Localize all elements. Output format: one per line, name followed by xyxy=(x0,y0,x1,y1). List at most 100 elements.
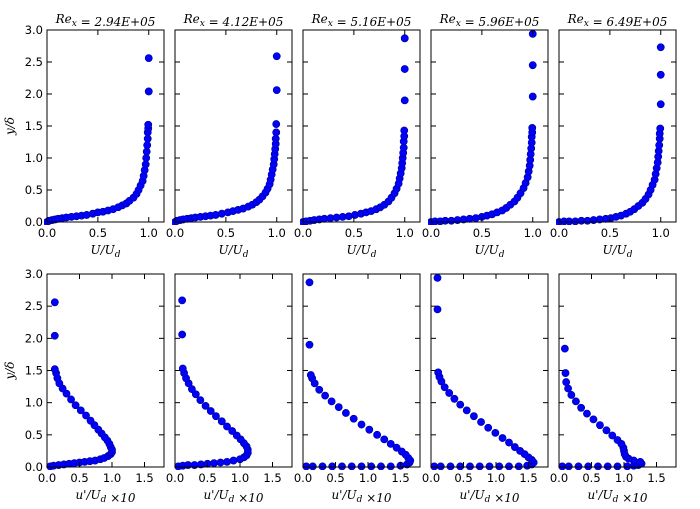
data-point xyxy=(305,278,314,287)
data-point xyxy=(475,462,484,470)
data-point xyxy=(636,457,645,466)
data-point xyxy=(142,154,151,162)
data-point xyxy=(321,391,329,400)
data-point xyxy=(377,462,385,470)
data-point xyxy=(178,364,187,373)
x-tick-label: 1.0 xyxy=(103,471,121,485)
data-point xyxy=(495,462,504,470)
data-point xyxy=(308,462,317,470)
data-point xyxy=(602,426,611,435)
data-point xyxy=(318,462,327,470)
data-points xyxy=(44,54,153,225)
data-point xyxy=(589,415,598,424)
data-point xyxy=(50,365,59,374)
panel-bottom-2: 0.0 0.5 1.0 1.5u'/Ud ×10 xyxy=(166,273,293,505)
x-axis-label: u'/Ud ×10 xyxy=(203,488,263,505)
data-point xyxy=(71,401,80,410)
data-point xyxy=(623,462,632,470)
x-tick-label: 1.0 xyxy=(231,471,249,485)
data-point xyxy=(433,273,442,282)
data-point xyxy=(446,462,455,470)
data-point xyxy=(562,378,571,386)
data-point xyxy=(400,126,409,135)
data-point xyxy=(228,427,237,435)
x-tick-label: 0.0 xyxy=(294,226,312,240)
data-point xyxy=(397,447,406,456)
data-point xyxy=(305,340,314,349)
x-axis-label: U/Ud xyxy=(602,243,632,260)
data-point xyxy=(365,425,374,434)
data-point xyxy=(67,395,75,404)
x-tick-label: 1.0 xyxy=(652,226,670,240)
data-point xyxy=(216,458,225,467)
data-point xyxy=(466,462,474,470)
y-axis-label: y/δ xyxy=(3,361,17,380)
data-point xyxy=(187,385,196,394)
data-point xyxy=(50,331,59,340)
data-point xyxy=(144,87,153,96)
data-point xyxy=(184,461,192,469)
data-point xyxy=(505,462,513,470)
y-tick-label: 3.0 xyxy=(25,23,43,37)
y-tick-label: 2.5 xyxy=(25,299,43,313)
data-point xyxy=(341,409,350,417)
x-tick-label: 1.0 xyxy=(396,226,414,240)
x-tick-label: 0.0 xyxy=(294,471,312,485)
y-tick-label: 0.5 xyxy=(25,428,43,442)
data-point xyxy=(436,462,445,470)
panel-top-3: 0.0 0.5 1.0 U/Ud Rex = 5.16E+05 xyxy=(294,12,421,260)
data-point xyxy=(223,422,231,431)
data-point xyxy=(485,462,494,470)
data-point xyxy=(498,434,507,442)
data-point xyxy=(564,384,572,393)
data-point xyxy=(347,462,356,470)
panel-title: Rex = 2.94E+05 xyxy=(55,12,156,29)
data-point xyxy=(306,371,315,379)
panel-title: Rex = 4.12E+05 xyxy=(183,12,284,29)
data-point xyxy=(560,344,569,353)
x-tick-label: 1.0 xyxy=(615,471,633,485)
data-point xyxy=(357,420,366,429)
data-point xyxy=(328,462,337,470)
data-point xyxy=(656,100,665,109)
data-point xyxy=(434,368,443,377)
x-tick-label: 0.0 xyxy=(166,471,184,485)
x-tick-label: 1.0 xyxy=(268,226,286,240)
x-tick-label: 0.5 xyxy=(326,471,344,485)
data-point xyxy=(656,70,665,79)
data-point xyxy=(86,416,95,425)
data-point xyxy=(430,462,439,470)
data-point xyxy=(367,462,376,470)
x-tick-label: 0.5 xyxy=(601,226,619,240)
data-point xyxy=(456,462,465,470)
data-point xyxy=(271,134,280,143)
data-point xyxy=(373,430,381,439)
x-tick-label: 1.5 xyxy=(647,471,665,485)
x-tick-label: 1.5 xyxy=(263,471,281,485)
y-tick-label: 1.0 xyxy=(25,151,43,165)
panel-bottom-4: 0.0 0.5 1.0 1.5u'/Ud ×10 xyxy=(422,273,549,505)
x-tick-label: 0.5 xyxy=(454,471,472,485)
data-point xyxy=(82,411,90,420)
data-points xyxy=(556,43,665,225)
x-tick-label: 0.0 xyxy=(422,471,440,485)
data-point xyxy=(50,298,59,307)
data-point xyxy=(201,401,210,410)
data-point xyxy=(469,412,478,421)
axes-frame xyxy=(302,29,421,223)
panel-bottom-1: 0.00.51.01.52.02.53.00.0 0.5 1.0 1.5u'/Ud ×… xyxy=(3,267,165,505)
data-point xyxy=(392,443,401,452)
panel-top-4: 0.0 0.5 1.0 U/Ud Rex = 5.96E+05 xyxy=(422,12,549,260)
x-tick-label: 1.5 xyxy=(519,471,537,485)
data-point xyxy=(400,34,409,43)
data-point xyxy=(206,407,215,415)
y-tick-label: 0.5 xyxy=(25,183,43,197)
data-point xyxy=(357,462,366,470)
x-axis-label: U/Ud xyxy=(346,243,376,260)
data-point xyxy=(516,447,524,455)
x-tick-label: 1.5 xyxy=(135,471,153,485)
y-tick-label: 0.0 xyxy=(25,215,43,229)
panel-bottom-3: 0.0 0.5 1.0 1.5u'/Ud ×10 xyxy=(294,273,421,505)
data-point xyxy=(334,403,343,412)
